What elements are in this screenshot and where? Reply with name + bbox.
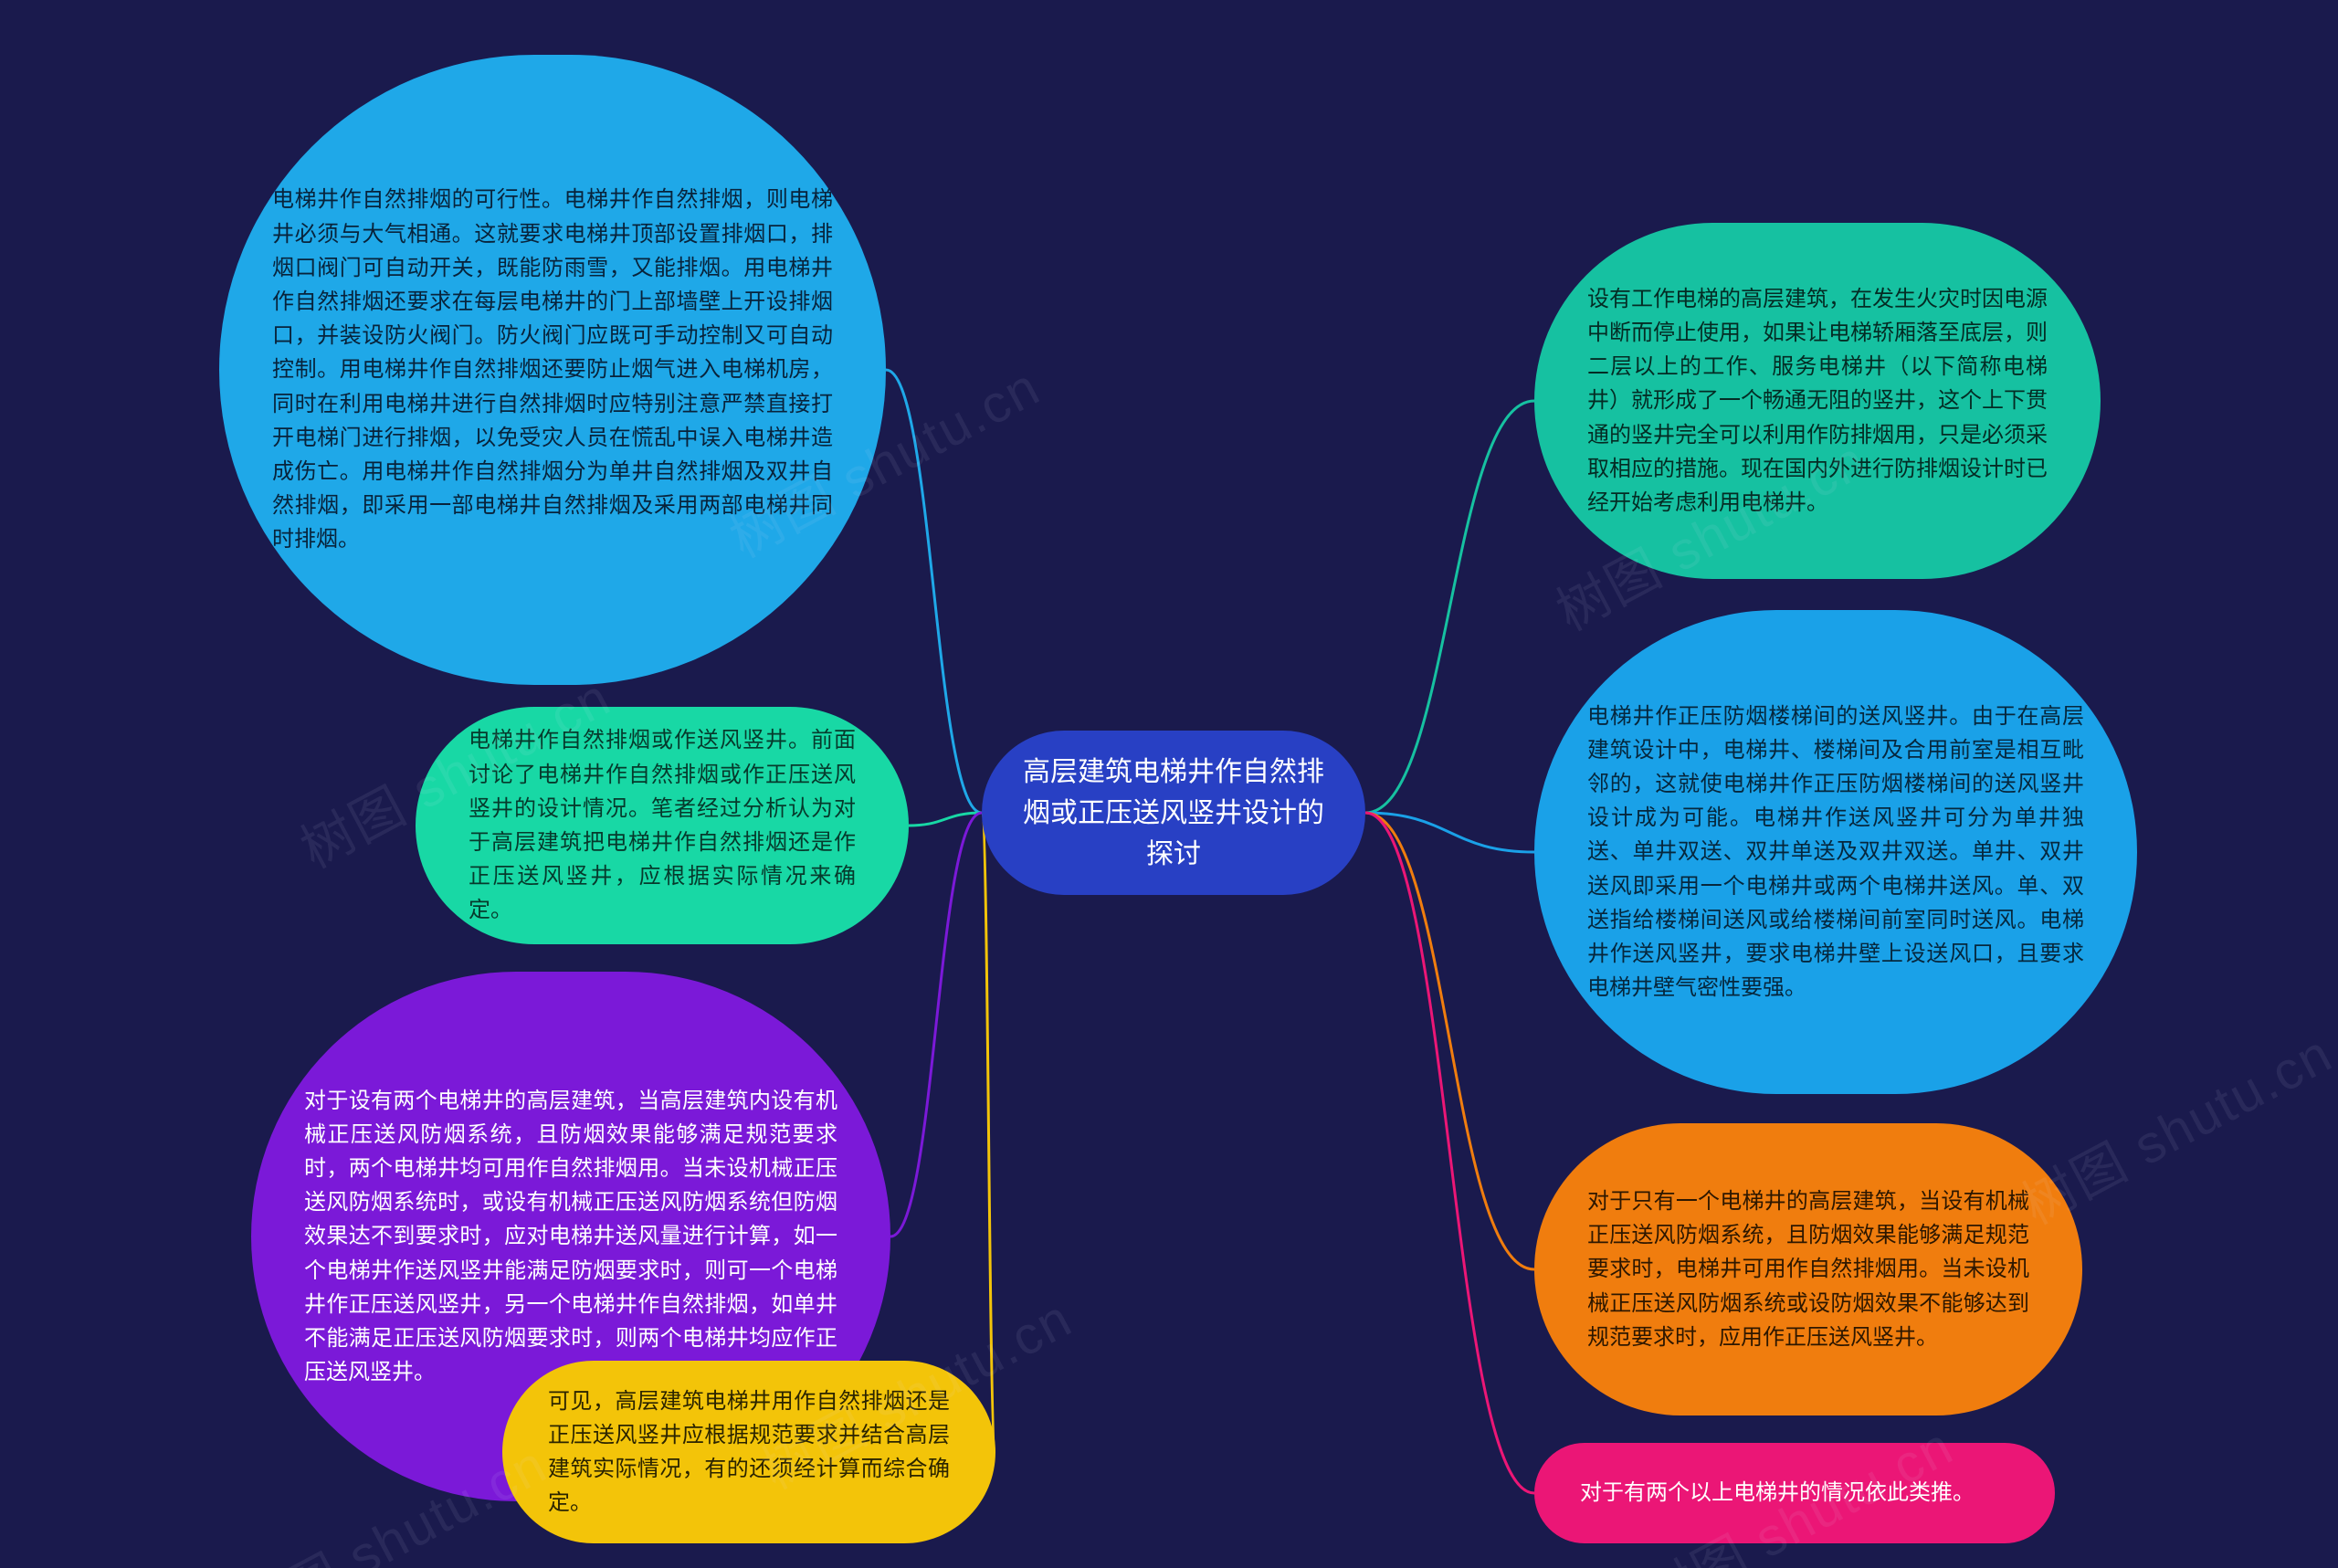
branch-node-text: 可见，高层建筑电梯井用作自然排烟还是正压送风竖井应根据规范要求并结合高层建筑实际… [548,1384,950,1521]
branch-node-n2[interactable]: 电梯井作自然排烟或作送风竖井。前面讨论了电梯井作自然排烟或作正压送风竖井的设计情… [416,707,909,944]
branch-node-n7[interactable]: 对于只有一个电梯井的高层建筑，当设有机械正压送风防烟系统，且防烟效果能够满足规范… [1534,1123,2082,1415]
mindmap-canvas: 高层建筑电梯井作自然排烟或正压送风竖井设计的探讨 电梯井作自然排烟的可行性。电梯… [0,0,2338,1568]
branch-node-text: 电梯井作自然排烟的可行性。电梯井作自然排烟，则电梯井必须与大气相通。这就要求电梯… [272,183,833,556]
branch-node-n6[interactable]: 电梯井作正压防烟楼梯间的送风竖井。由于在高层建筑设计中，电梯井、楼梯间及合用前室… [1534,610,2137,1094]
branch-node-n4[interactable]: 可见，高层建筑电梯井用作自然排烟还是正压送风竖井应根据规范要求并结合高层建筑实际… [502,1361,995,1543]
branch-node-text: 设有工作电梯的高层建筑，在发生火灾时因电源中断而停止使用，如果让电梯轿厢落至底层… [1587,282,2048,520]
branch-node-n8[interactable]: 对于有两个以上电梯井的情况依此类推。 [1534,1443,2055,1543]
branch-node-text: 对于有两个以上电梯井的情况依此类推。 [1580,1476,2009,1510]
branch-node-n1[interactable]: 电梯井作自然排烟的可行性。电梯井作自然排烟，则电梯井必须与大气相通。这就要求电梯… [219,55,886,685]
branch-node-text: 电梯井作正压防烟楼梯间的送风竖井。由于在高层建筑设计中，电梯井、楼梯间及合用前室… [1587,700,2084,1005]
branch-node-text: 对于设有两个电梯井的高层建筑，当高层建筑内设有机械正压送风防烟系统，且防烟效果能… [304,1084,837,1390]
branch-node-n5[interactable]: 设有工作电梯的高层建筑，在发生火灾时因电源中断而停止使用，如果让电梯轿厢落至底层… [1534,223,2101,579]
center-topic-text: 高层建筑电梯井作自然排烟或正压送风竖井设计的探讨 [1018,752,1329,875]
branch-node-text: 对于只有一个电梯井的高层建筑，当设有机械正压送风防烟系统，且防烟效果能够满足规范… [1587,1184,2029,1354]
branch-node-text: 电梯井作自然排烟或作送风竖井。前面讨论了电梯井作自然排烟或作正压送风竖井的设计情… [469,723,856,927]
center-topic-node[interactable]: 高层建筑电梯井作自然排烟或正压送风竖井设计的探讨 [982,731,1365,895]
